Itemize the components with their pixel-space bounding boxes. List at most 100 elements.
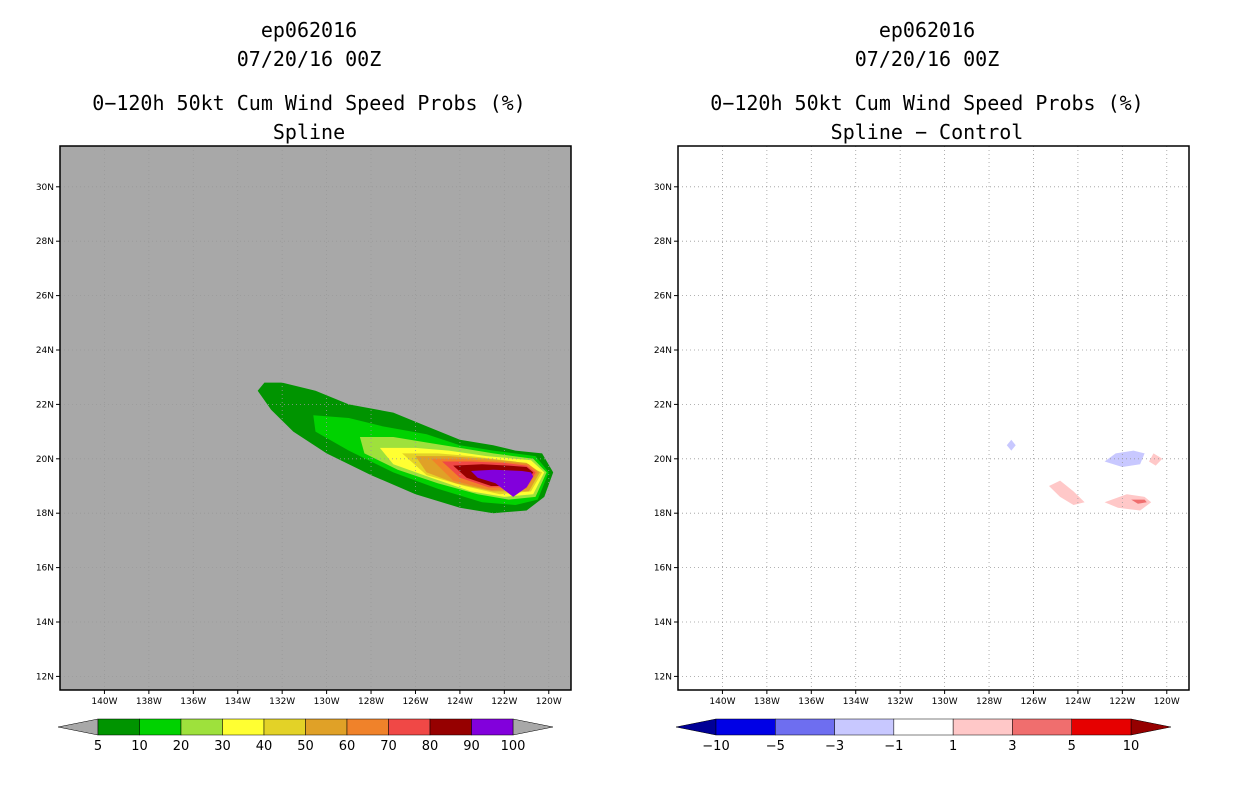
colorbar-swatch — [346, 718, 389, 736]
colorbar-swatch — [263, 718, 306, 736]
right-chart-panel: ep062016 07/20/16 00Z 0−120h 50kt Cum Wi… — [618, 0, 1236, 800]
right-map-chart: 140W 138W 136W 134W 132W 130W 128W 126W 124W 122W… — [654, 145, 1190, 754]
y-tick-label: 24N — [36, 346, 54, 356]
x-tick-label: 136W — [180, 697, 206, 707]
x-tick-label: 132W — [887, 697, 913, 707]
colorbar-swatch — [222, 718, 265, 736]
x-tick-label: 138W — [136, 697, 162, 707]
y-tick-label: 26N — [36, 292, 54, 302]
colorbar-label: 20 — [173, 739, 190, 754]
colorbar-label: 1 — [949, 739, 957, 754]
colorbar-label: −1 — [884, 739, 903, 754]
y-tick-label: 16N — [36, 564, 54, 574]
chart-title-method: Spline − Control — [830, 120, 1024, 144]
x-tick-label: 140W — [709, 697, 735, 707]
x-tick-label: 126W — [402, 697, 428, 707]
colorbar-swatch — [139, 718, 182, 736]
plot-frame — [59, 145, 572, 691]
colorbar-swatch — [471, 718, 514, 736]
y-tick-label: 14N — [654, 618, 672, 628]
y-tick-label: 20N — [654, 455, 672, 465]
colorbar-label: 40 — [256, 739, 273, 754]
y-tick-label: 22N — [36, 400, 54, 410]
y-tick-label: 22N — [654, 400, 672, 410]
colorbar-label: 100 — [501, 739, 526, 754]
chart-title-storm: ep062016 — [878, 18, 976, 42]
y-tick-label: 26N — [654, 292, 672, 302]
x-tick-label: 128W — [976, 697, 1002, 707]
chart-title-product: 0−120h 50kt Cum Wind Speed Probs (%) — [92, 91, 526, 115]
contour-region-5 — [1131, 499, 1147, 504]
contour-region-neg3 — [1104, 450, 1145, 467]
colorbar-label: 10 — [131, 739, 148, 754]
y-tick-label: 28N — [36, 237, 54, 247]
x-tick-label: 122W — [1109, 697, 1135, 707]
x-tick-label: 120W — [1154, 697, 1180, 707]
x-tick-label: 130W — [314, 697, 340, 707]
left-map-chart: 140W 138W 136W 134W 132W 130W 128W 126W 124W 122W… — [36, 145, 572, 754]
y-tick-label: 16N — [654, 564, 672, 574]
colorbar-swatch — [97, 718, 140, 736]
plot-frame — [677, 145, 1190, 691]
colorbar-swatch — [180, 718, 223, 736]
colorbar-swatch — [388, 718, 431, 736]
contour-region-3 — [1104, 494, 1152, 511]
colorbar-swatch — [834, 718, 895, 736]
y-tick-label: 30N — [654, 183, 672, 193]
colorbar-right-triangle — [1130, 718, 1172, 736]
colorbar-label: 70 — [380, 739, 397, 754]
contour-regions — [257, 382, 554, 514]
chart-title-storm: ep062016 — [260, 18, 358, 42]
colorbar-swatch — [952, 718, 1013, 736]
contour-regions — [1006, 439, 1163, 511]
colorbar-swatch — [775, 718, 835, 736]
x-tick-label: 134W — [843, 697, 869, 707]
colorbar-label: 60 — [339, 739, 356, 754]
x-tick-label: 136W — [798, 697, 824, 707]
colorbar-swatch — [429, 718, 472, 736]
y-tick-label: 12N — [36, 672, 54, 682]
colorbar-left-triangle — [675, 718, 717, 736]
x-tick-label: 140W — [91, 697, 117, 707]
x-tick-label: 124W — [1065, 697, 1091, 707]
colorbar-label: 5 — [1068, 739, 1076, 754]
x-tick-label: 134W — [225, 697, 251, 707]
chart-title-date: 07/20/16 00Z — [854, 47, 1000, 71]
y-tick-label: 20N — [36, 455, 54, 465]
contour-region-90 — [471, 469, 534, 497]
left-chart-panel: ep062016 07/20/16 00Z 0−120h 50kt Cum Wi… — [36, 18, 572, 754]
x-tick-label: 126W — [1020, 697, 1046, 707]
x-tick-label: 124W — [447, 697, 473, 707]
y-tick-label: 14N — [36, 618, 54, 628]
colorbar-label: 10 — [1123, 739, 1140, 754]
colorbar-left-triangle — [57, 718, 99, 736]
x-tick-label: 132W — [269, 697, 295, 707]
colorbar-label: 50 — [297, 739, 314, 754]
y-tick-label: 18N — [36, 509, 54, 519]
colorbar-label: −3 — [825, 739, 844, 754]
colorbar-right-triangle — [512, 718, 554, 736]
contour-region-neg3 — [1006, 439, 1016, 451]
plot-background — [678, 146, 1189, 690]
colorbar-swatch — [715, 718, 776, 736]
colorbar-label: −5 — [766, 739, 785, 754]
y-tick-label: 30N — [36, 183, 54, 193]
colorbar-label: 5 — [94, 739, 102, 754]
colorbar-label: 90 — [463, 739, 480, 754]
chart-title-method: Spline — [272, 120, 346, 144]
y-tick-label: 28N — [654, 237, 672, 247]
colorbar-label: 30 — [214, 739, 231, 754]
colorbar-swatch — [893, 718, 954, 736]
colorbar-swatch — [1071, 718, 1132, 736]
y-tick-label: 12N — [654, 672, 672, 682]
x-tick-label: 120W — [536, 697, 562, 707]
y-tick-label: 24N — [654, 346, 672, 356]
contour-region-3 — [1049, 480, 1085, 505]
chart-title-date: 07/20/16 00Z — [236, 47, 382, 71]
colorbar-swatch — [305, 718, 348, 736]
colorbar-label: −10 — [702, 739, 729, 754]
colorbar-swatch — [1012, 718, 1072, 736]
chart-title-product: 0−120h 50kt Cum Wind Speed Probs (%) — [710, 91, 1144, 115]
colorbar-label: 80 — [422, 739, 439, 754]
colorbar-label: 3 — [1008, 739, 1016, 754]
